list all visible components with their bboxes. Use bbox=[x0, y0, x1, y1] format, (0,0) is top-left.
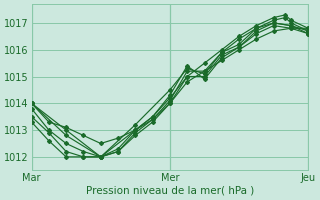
X-axis label: Pression niveau de la mer( hPa ): Pression niveau de la mer( hPa ) bbox=[86, 186, 254, 196]
